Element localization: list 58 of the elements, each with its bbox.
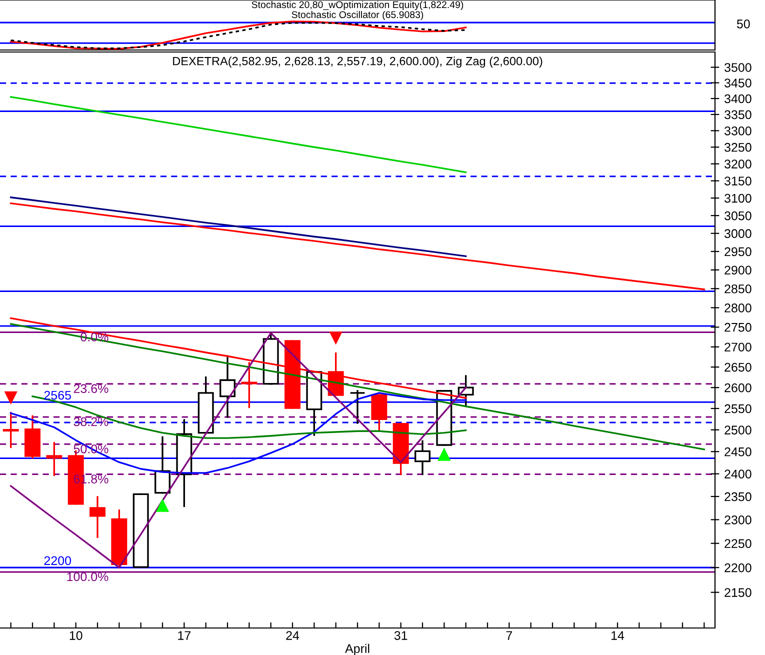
y-tick-label: 2350 xyxy=(724,492,752,502)
y-tick-label: 2450 xyxy=(724,447,752,456)
y-tick-label: 3400 xyxy=(724,94,752,104)
x-tick-label: 14 xyxy=(612,631,624,640)
x-tick-label: 10 xyxy=(70,631,82,640)
y-tick-label: 2650 xyxy=(724,362,752,372)
y-tick-label: 3350 xyxy=(724,110,752,120)
ref-line-label: 2565 xyxy=(44,390,71,400)
text: 50 xyxy=(736,20,750,28)
x-tick-label: 7 xyxy=(506,631,512,640)
y-tick-label: 3050 xyxy=(724,211,752,220)
y-tick-label: 2900 xyxy=(724,266,752,275)
annotation: 100.0% xyxy=(67,572,108,582)
y-tick-label: 3000 xyxy=(724,229,752,238)
candlestick xyxy=(154,436,170,494)
x-tick-label: 24 xyxy=(286,631,300,640)
y-tick-label: 3200 xyxy=(724,160,752,168)
x-axis-title: April xyxy=(345,644,370,655)
candlestick xyxy=(90,496,106,538)
annotation: 23.6% xyxy=(74,384,108,394)
candlestick xyxy=(46,442,62,476)
y-tick-label: 2600 xyxy=(724,383,752,392)
x-tick-label: 17 xyxy=(178,631,190,640)
annotation: 38.2% xyxy=(74,417,108,426)
point xyxy=(156,498,170,512)
candlestick xyxy=(220,355,236,418)
y-tick-label: 2200 xyxy=(724,563,752,572)
y-tick-label: 2700 xyxy=(724,342,752,352)
ref-line-label: 2200 xyxy=(44,556,72,566)
y-tick-label: 3500 xyxy=(724,63,752,72)
chart-title: Stochastic 20,80_wOptimization Equity(1,822.49) xyxy=(252,0,464,10)
candlestick xyxy=(2,412,19,448)
y-tick-label: 3250 xyxy=(724,142,752,152)
point xyxy=(329,332,342,345)
y-tick-label: 2750 xyxy=(724,322,752,332)
line-series xyxy=(10,202,705,290)
y-tick-label: 3150 xyxy=(724,176,752,186)
y-tick-label: 3300 xyxy=(724,126,752,136)
line-series xyxy=(10,96,467,174)
y-tick-label: 2950 xyxy=(724,247,752,256)
candlestick xyxy=(414,440,430,476)
x-tick-label: 31 xyxy=(394,631,408,640)
chart-title: DEXETRA(2,582.95, 2,628.13, 2,557.19, 2,600.00), Zig Zag (2,600.00) xyxy=(173,56,542,68)
candlestick xyxy=(350,390,366,424)
y-tick-label: 2850 xyxy=(724,284,752,294)
chart-subtitle: Stochastic Oscillator (65.9083) xyxy=(292,10,424,20)
y-tick-label: 2500 xyxy=(724,426,752,434)
line-series xyxy=(10,196,467,258)
y-tick-label: 2150 xyxy=(724,588,752,597)
y-tick-label: 3450 xyxy=(724,78,752,88)
y-tick-label: 2300 xyxy=(724,515,752,524)
y-tick-label: 2400 xyxy=(724,470,752,478)
y-tick-label: 2250 xyxy=(724,539,752,548)
y-tick-label: 2550 xyxy=(724,404,752,414)
point xyxy=(4,391,18,405)
point xyxy=(438,448,451,461)
y-tick-label: 2800 xyxy=(724,304,752,312)
y-tick-label: 3100 xyxy=(724,194,752,203)
